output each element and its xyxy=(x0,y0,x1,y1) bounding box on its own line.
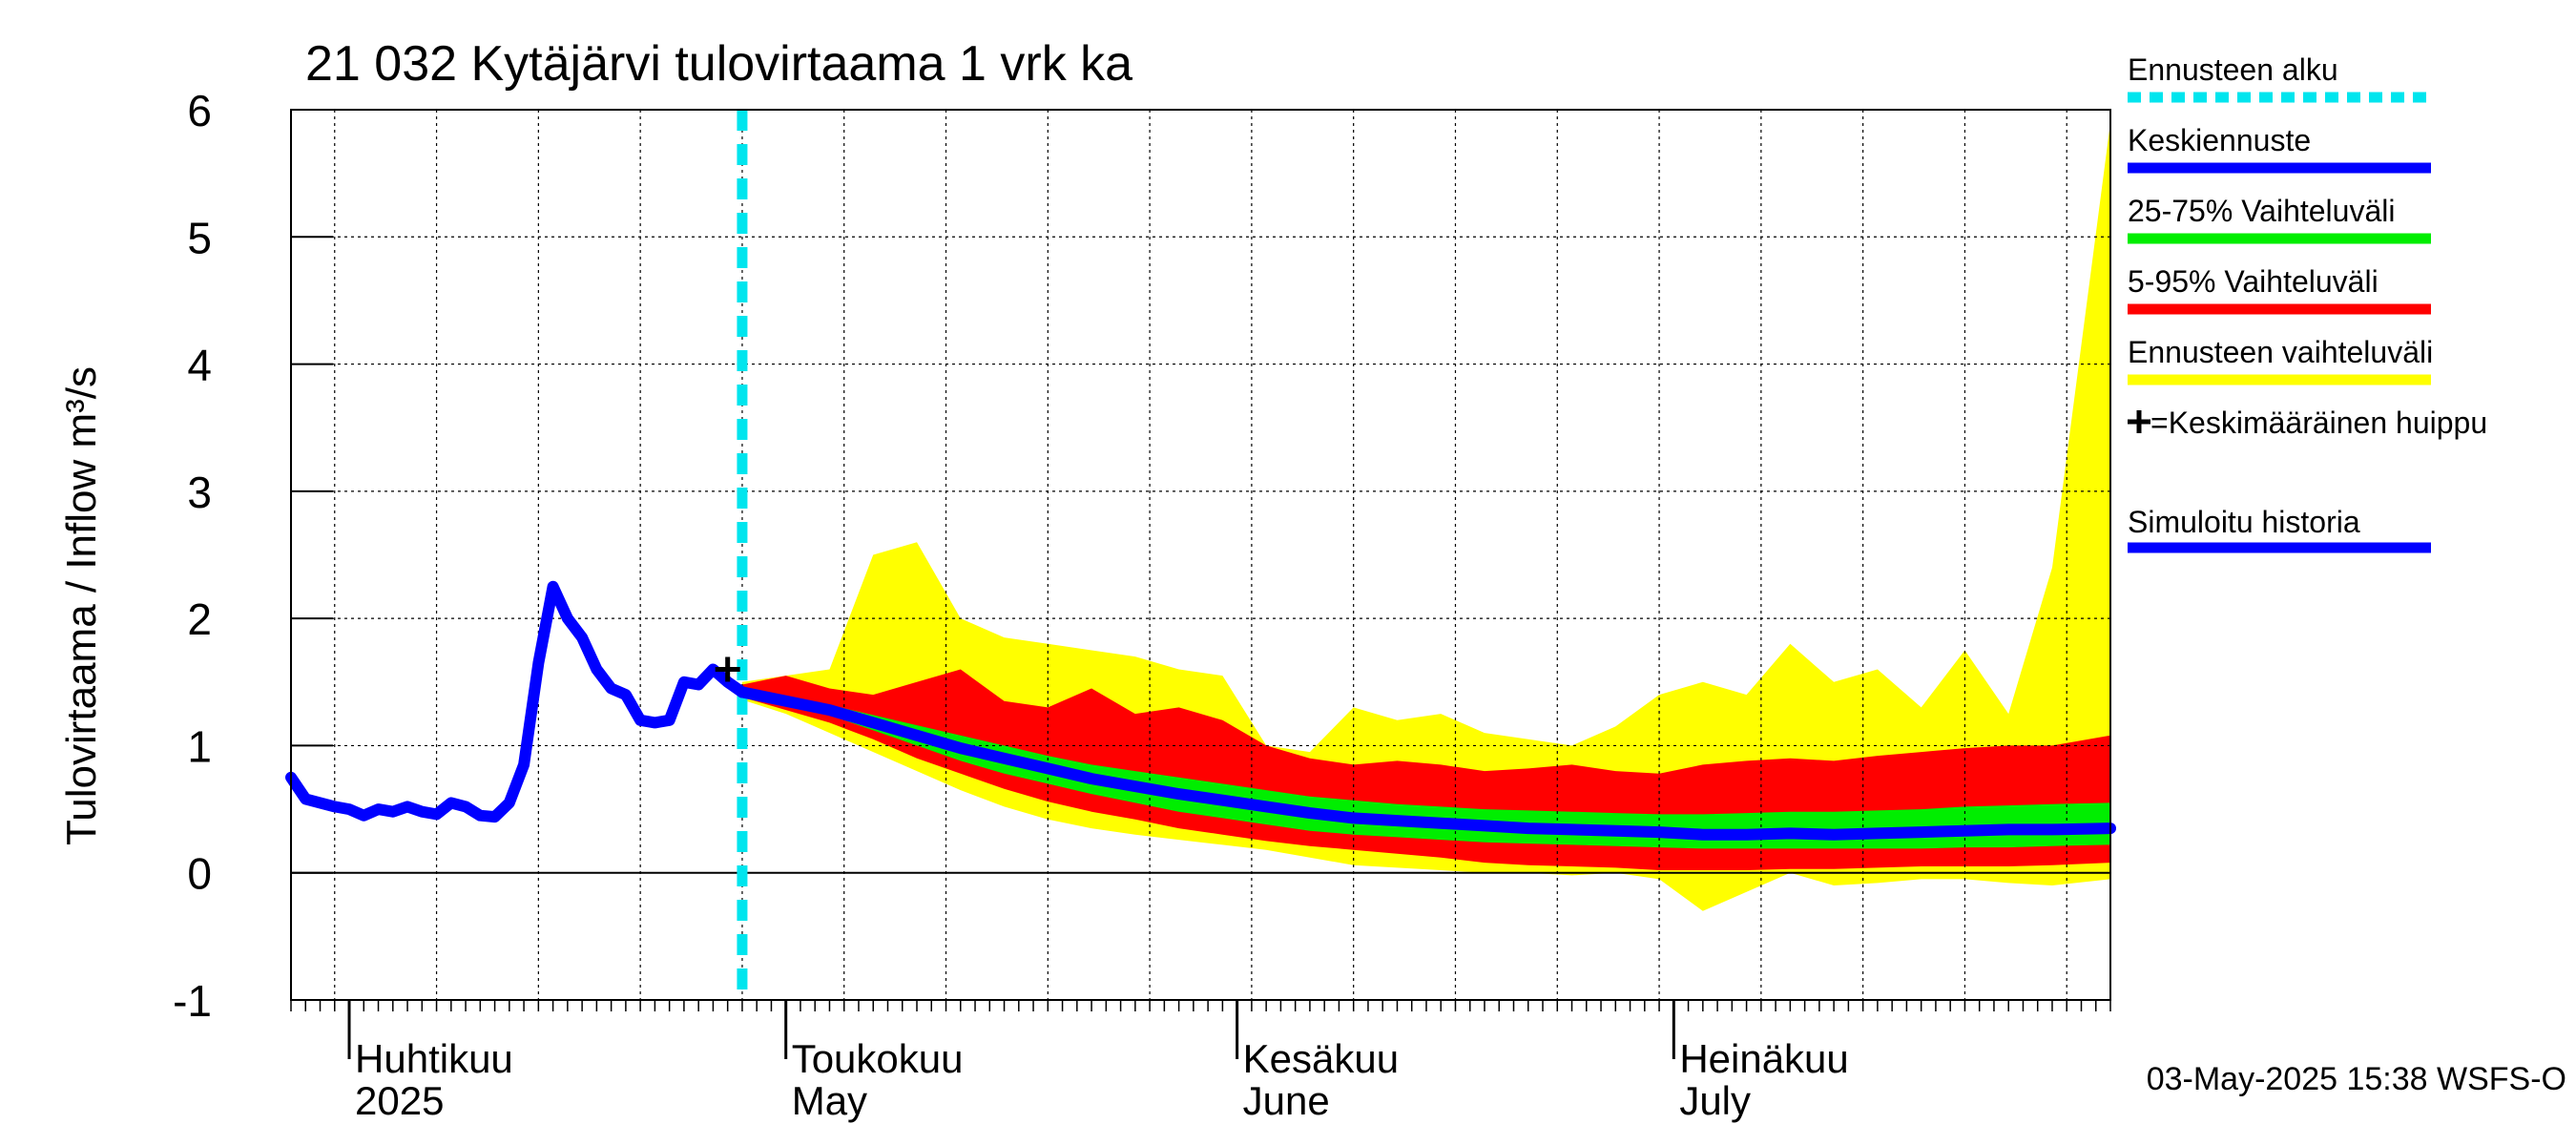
y-tick-label: 0 xyxy=(187,849,212,899)
y-tick-label: -1 xyxy=(173,976,212,1026)
legend-label: Simuloitu historia xyxy=(2128,505,2360,539)
mean-peak-marker xyxy=(715,656,740,682)
legend-label: 5-95% Vaihteluväli xyxy=(2128,264,2379,299)
legend-label: Keskiennuste xyxy=(2128,123,2311,157)
x-month-label-fi: Toukokuu xyxy=(792,1036,964,1081)
axes-layer: -10123456Huhtikuu2025ToukokuuMayKesäkuuJ… xyxy=(173,86,2111,1123)
x-month-label-en: May xyxy=(792,1078,867,1123)
x-month-label-en: June xyxy=(1243,1078,1330,1123)
plot-frame xyxy=(290,109,2111,1001)
median-forecast-line xyxy=(736,686,2116,841)
x-month-label-fi: Kesäkuu xyxy=(1243,1036,1399,1081)
x-month-label-fi: Heinäkuu xyxy=(1679,1036,1848,1081)
y-tick-label: 6 xyxy=(187,86,212,135)
y-tick-label: 2 xyxy=(187,594,212,644)
line-layer xyxy=(285,110,2116,1000)
y-axis-label: Tulovirtaama / Inflow m³/s xyxy=(58,366,105,845)
legend-label: Ennusteen vaihteluväli xyxy=(2128,335,2433,369)
legend-label: 25-75% Vaihteluväli xyxy=(2128,194,2395,228)
legend-peak-symbol xyxy=(2128,410,2150,433)
x-month-label-en: July xyxy=(1679,1078,1751,1123)
y-tick-label: 1 xyxy=(187,721,212,771)
chart-title: 21 032 Kytäjärvi tulovirtaama 1 vrk ka xyxy=(305,36,1132,92)
x-month-label-fi: Huhtikuu xyxy=(355,1036,513,1081)
legend: Ennusteen alku Keskiennuste 25-75% Vaihtel… xyxy=(2128,52,2487,553)
legend-label: Ennusteen alku xyxy=(2128,52,2338,87)
y-tick-label: 4 xyxy=(187,341,212,390)
x-month-label-en: 2025 xyxy=(355,1078,444,1123)
y-tick-label: 3 xyxy=(187,468,212,517)
simulated-history-line xyxy=(285,580,748,823)
timestamp-footer: 03-May-2025 15:38 WSFS-O xyxy=(2147,1061,2566,1097)
y-tick-label: 5 xyxy=(187,213,212,262)
legend-label: =Keskimääräinen huippu xyxy=(2150,406,2487,440)
band-layer xyxy=(741,122,2110,911)
